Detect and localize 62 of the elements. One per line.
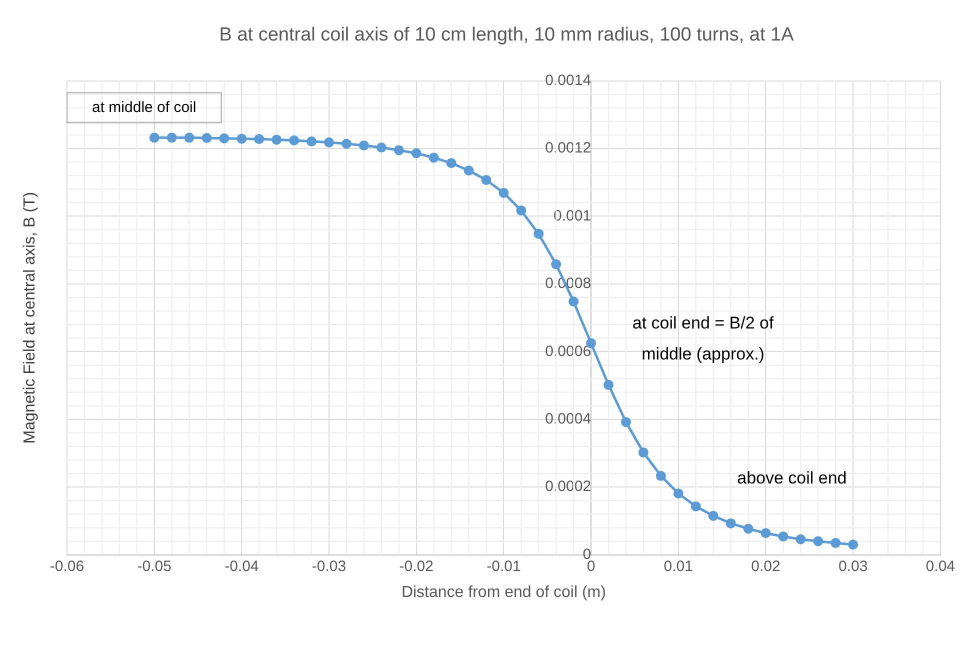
point bbox=[254, 134, 264, 144]
point bbox=[656, 470, 666, 481]
x-axis-title: Distance from end of coil (m) bbox=[401, 584, 606, 601]
x-tick-label: -0.06 bbox=[50, 558, 84, 575]
point bbox=[638, 448, 648, 458]
point bbox=[726, 518, 736, 528]
point bbox=[324, 137, 334, 148]
point bbox=[184, 132, 194, 143]
point bbox=[236, 134, 247, 144]
y-tick-label: 0.001 bbox=[553, 207, 592, 224]
point bbox=[568, 296, 579, 307]
y-tick-label: 0.0014 bbox=[545, 72, 592, 89]
x-tick-label: 0.01 bbox=[664, 558, 693, 575]
point bbox=[813, 536, 824, 546]
point bbox=[464, 166, 474, 176]
annotation: above coil end bbox=[737, 468, 847, 488]
point bbox=[376, 142, 386, 152]
point bbox=[498, 188, 509, 198]
point bbox=[411, 148, 422, 158]
point bbox=[708, 510, 718, 521]
point bbox=[341, 138, 352, 149]
point bbox=[848, 540, 858, 550]
y-tick-label: 0.0002 bbox=[545, 478, 592, 496]
point bbox=[673, 488, 684, 499]
point bbox=[760, 528, 771, 538]
point bbox=[306, 136, 317, 146]
point bbox=[620, 417, 631, 428]
y-tick-label: 0.0006 bbox=[545, 342, 592, 360]
x-tick-label: 0.03 bbox=[838, 558, 868, 575]
x-tick-label: -0.05 bbox=[137, 558, 172, 575]
point bbox=[516, 205, 526, 216]
point bbox=[481, 175, 492, 185]
x-tick-label: -0.04 bbox=[224, 558, 259, 575]
point bbox=[446, 158, 456, 168]
point bbox=[551, 259, 562, 270]
x-tick-label: 0.02 bbox=[751, 558, 780, 575]
annotation: at coil end = B/2 of middle (approx.) bbox=[632, 314, 774, 364]
point bbox=[166, 132, 177, 143]
chart-title: B at central coil axis of 10 cm length, 10 mm radius, 100 turns, at 1A bbox=[219, 24, 794, 46]
point bbox=[202, 133, 212, 144]
point bbox=[604, 380, 614, 390]
point bbox=[272, 134, 282, 145]
x-tick-label: 0.04 bbox=[926, 558, 956, 575]
annotation: at middle of coil bbox=[92, 98, 196, 116]
point bbox=[289, 135, 300, 146]
x-tick-label: -0.02 bbox=[399, 558, 434, 575]
y-tick-label: 0.0004 bbox=[545, 410, 592, 428]
x-tick-label: -0.01 bbox=[486, 558, 521, 575]
y-axis-title: Magnetic Field at central axis, B (T) bbox=[21, 192, 38, 444]
point bbox=[149, 132, 160, 143]
point bbox=[796, 534, 806, 544]
point bbox=[428, 152, 439, 163]
point bbox=[690, 501, 701, 512]
point bbox=[394, 145, 404, 156]
point bbox=[830, 538, 841, 548]
y-tick-label: 0.0012 bbox=[545, 140, 592, 157]
x-tick-label: -0.03 bbox=[312, 558, 346, 575]
point bbox=[534, 228, 544, 239]
point bbox=[219, 133, 230, 144]
point bbox=[358, 140, 369, 150]
point bbox=[743, 524, 754, 534]
point bbox=[778, 532, 788, 542]
